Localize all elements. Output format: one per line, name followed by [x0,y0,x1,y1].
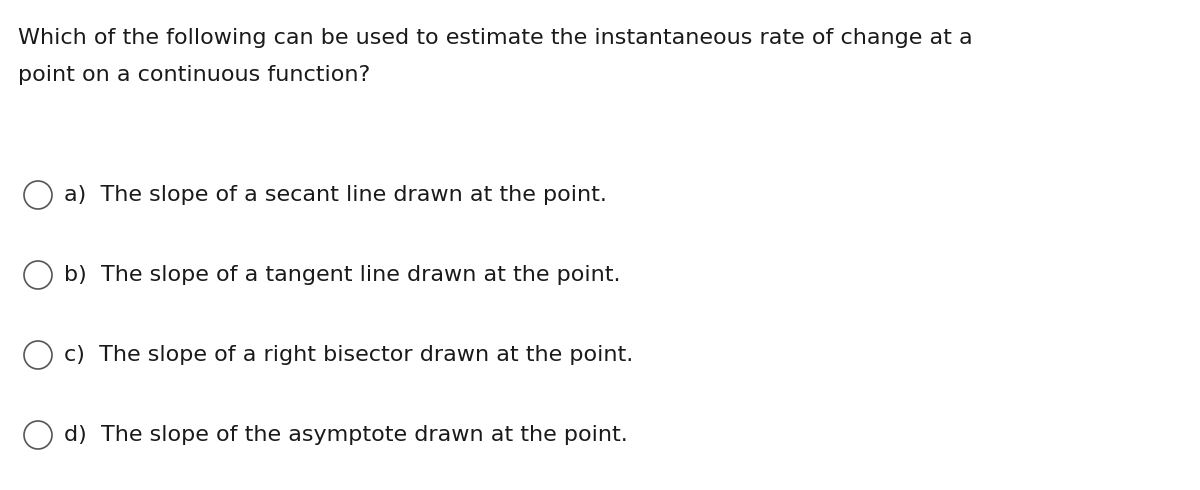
Text: a)  The slope of a secant line drawn at the point.: a) The slope of a secant line drawn at t… [64,185,607,205]
Text: c)  The slope of a right bisector drawn at the point.: c) The slope of a right bisector drawn a… [64,345,634,365]
Text: b)  The slope of a tangent line drawn at the point.: b) The slope of a tangent line drawn at … [64,265,620,285]
Text: Which of the following can be used to estimate the instantaneous rate of change : Which of the following can be used to es… [18,28,973,48]
Text: d)  The slope of the asymptote drawn at the point.: d) The slope of the asymptote drawn at t… [64,425,628,445]
Text: point on a continuous function?: point on a continuous function? [18,65,371,85]
